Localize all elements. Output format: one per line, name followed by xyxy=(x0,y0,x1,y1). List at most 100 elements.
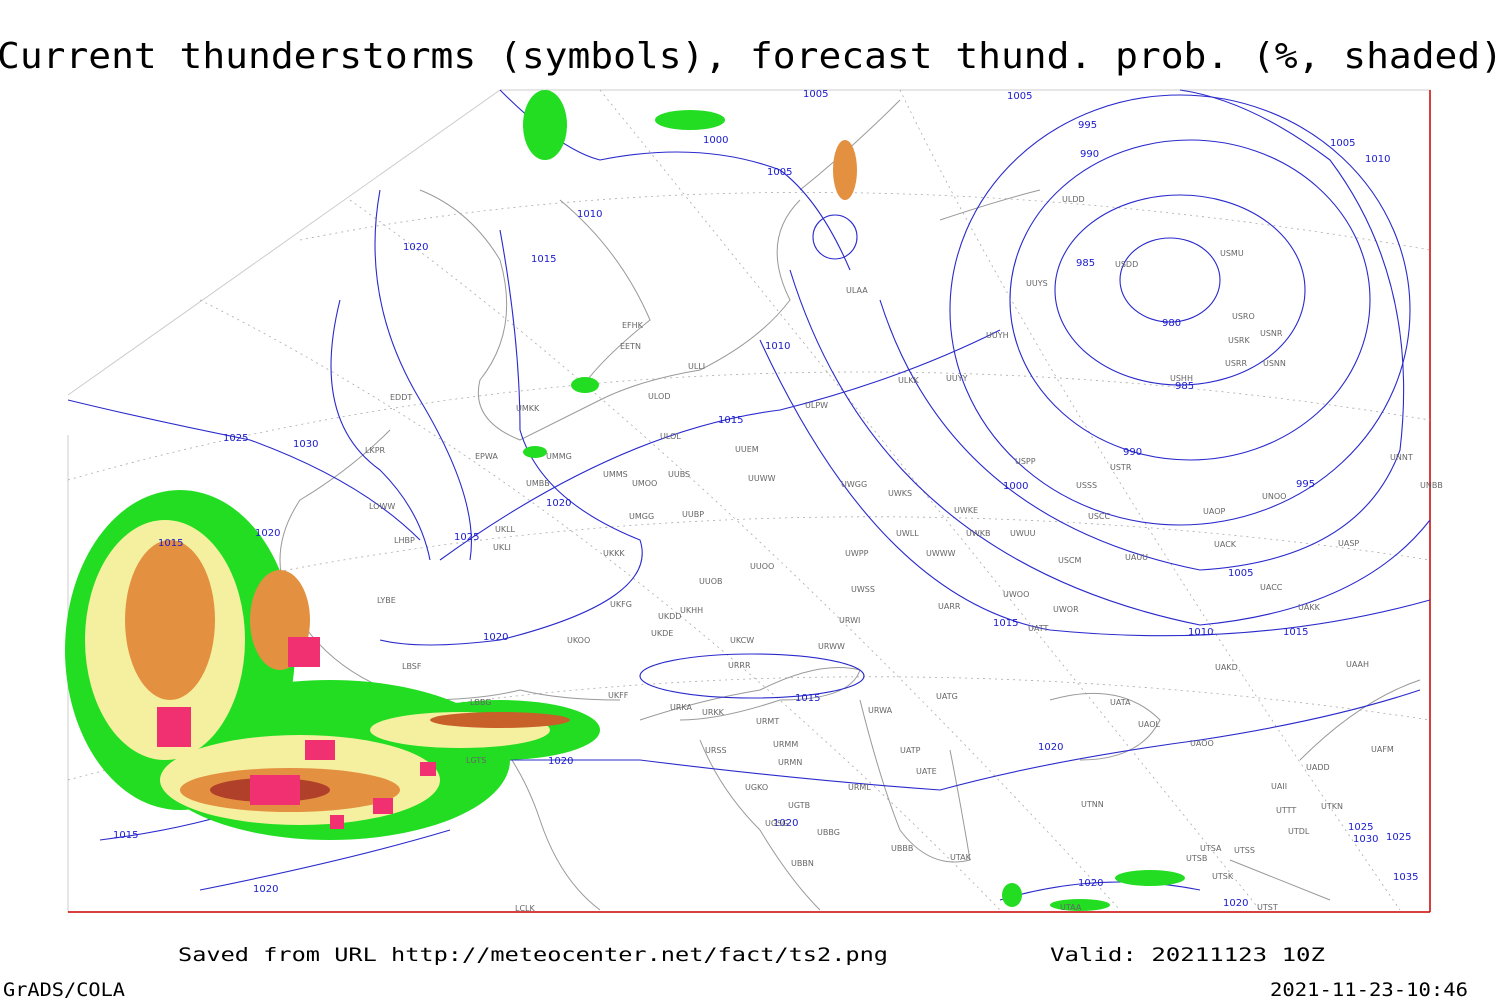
station-label: ULOD xyxy=(648,392,670,401)
station-label: UUYS xyxy=(1026,279,1048,288)
station-label: UUYY xyxy=(946,374,968,383)
station-label: UWKS xyxy=(888,489,912,498)
station-label: UMOO xyxy=(632,479,657,488)
station-label: UUYH xyxy=(986,331,1009,340)
station-label: USDD xyxy=(1115,260,1138,269)
station-label: UTSB xyxy=(1186,854,1207,863)
isobar-label: 1015 xyxy=(718,415,743,426)
isobar-label: 1015 xyxy=(795,693,820,704)
isobar-label: 1030 xyxy=(293,439,318,450)
isobar-label: 1025 xyxy=(1348,822,1373,833)
station-label: UAOO xyxy=(1190,739,1214,748)
isobar-label: 1020 xyxy=(546,498,571,509)
station-label: UWUU xyxy=(1010,529,1036,538)
station-label: USTR xyxy=(1110,463,1132,472)
station-label: EETN xyxy=(620,342,641,351)
station-label: UNOO xyxy=(1262,492,1286,501)
isobar-label: 1020 xyxy=(403,242,428,253)
isobar-label: 1000 xyxy=(1003,481,1028,492)
timestamp: 2021-11-23-10:46 xyxy=(1270,979,1468,1000)
isobar-label: 1020 xyxy=(1038,742,1063,753)
station-label: UATP xyxy=(900,746,921,755)
station-label: UAII xyxy=(1271,782,1287,791)
coastlines xyxy=(279,99,1421,911)
station-label: UAKD xyxy=(1215,663,1238,672)
isobar-label: 1035 xyxy=(1393,872,1418,883)
station-label: UKDE xyxy=(651,629,673,638)
isobar-label: 1025 xyxy=(1386,832,1411,843)
station-label: UKLL xyxy=(495,525,516,534)
station-label: UTST xyxy=(1257,903,1278,912)
isobar-label: 1005 xyxy=(803,89,828,100)
station-label: UMGG xyxy=(629,512,654,521)
station-label: LGTS xyxy=(466,756,486,765)
isobar-label: 1010 xyxy=(577,209,602,220)
station-label: LBSF xyxy=(402,662,422,671)
isobar-label: 1015 xyxy=(158,538,183,549)
station-label: UWOR xyxy=(1053,605,1079,614)
station-label: USMU xyxy=(1220,249,1244,258)
station-label: UKHH xyxy=(680,606,703,615)
station-label: USRK xyxy=(1228,336,1250,345)
isobar-label: 1020 xyxy=(483,632,508,643)
station-label: UGSG xyxy=(765,819,788,828)
station-label: UUWW xyxy=(748,474,776,483)
station-label: URKA xyxy=(670,703,693,712)
station-label: UNNT xyxy=(1390,453,1413,462)
station-label: UKCW xyxy=(730,636,754,645)
isobar-label: 990 xyxy=(1080,149,1099,160)
station-label: UWKB xyxy=(966,529,991,538)
station-label: URML xyxy=(848,783,871,792)
isobar-label: 1025 xyxy=(454,532,479,543)
station-label: UTSS xyxy=(1234,846,1255,855)
isobar-label: 1010 xyxy=(765,341,790,352)
station-label: UTKN xyxy=(1321,802,1343,811)
station-label: UTAK xyxy=(950,853,972,862)
station-label: UTDL xyxy=(1288,827,1310,836)
station-label: UTTT xyxy=(1276,806,1296,815)
isobar-label: 1020 xyxy=(253,884,278,895)
station-label: EDDT xyxy=(390,393,412,402)
station-label: UKFG xyxy=(610,600,632,609)
station-label: UWLL xyxy=(896,529,919,538)
station-label: UMMS xyxy=(603,470,628,479)
station-label: USRO xyxy=(1232,312,1255,321)
isobar-label: 1000 xyxy=(703,135,728,146)
isobar-label: 1020 xyxy=(255,528,280,539)
software-credit: GrADS/COLA xyxy=(3,979,126,1000)
isobar-label: 1015 xyxy=(531,254,556,265)
station-label: URWW xyxy=(818,642,845,651)
station-label: USNR xyxy=(1260,329,1283,338)
station-label: LOWW xyxy=(369,502,395,511)
isobar-label: 985 xyxy=(1076,258,1095,269)
station-label: LCLK xyxy=(515,904,536,913)
station-label: UAUU xyxy=(1125,553,1148,562)
isobar-label: 1030 xyxy=(1353,834,1378,845)
station-label: URKK xyxy=(702,708,725,717)
station-label: EPWA xyxy=(475,452,498,461)
isobar-label: 1020 xyxy=(1223,898,1248,909)
isobar-label: 1005 xyxy=(1228,568,1253,579)
station-label: USSS xyxy=(1076,481,1097,490)
isobar-label: 995 xyxy=(1078,120,1097,131)
station-label: UAFM xyxy=(1371,745,1394,754)
isobar-label: 1015 xyxy=(1283,627,1308,638)
isobar-label: 1020 xyxy=(773,818,798,829)
station-label: UWGG xyxy=(841,480,867,489)
station-label: UKOO xyxy=(567,636,590,645)
station-label: ULLI xyxy=(688,362,705,371)
station-label: USNN xyxy=(1263,359,1286,368)
station-label: UKLI xyxy=(493,543,511,552)
station-label: UWOO xyxy=(1003,590,1029,599)
station-label: UAAH xyxy=(1346,660,1369,669)
station-label: UWPP xyxy=(845,549,869,558)
isobar-label: 995 xyxy=(1296,479,1315,490)
title: Current thunderstorms (symbols), forecas… xyxy=(0,36,1500,77)
isobar-label: 1015 xyxy=(993,618,1018,629)
station-label: UUBP xyxy=(682,510,704,519)
isobar-label: 1020 xyxy=(548,756,573,767)
station-label: USPP xyxy=(1015,457,1036,466)
station-label: UUOO xyxy=(750,562,774,571)
station-label: EFHK xyxy=(622,321,644,330)
